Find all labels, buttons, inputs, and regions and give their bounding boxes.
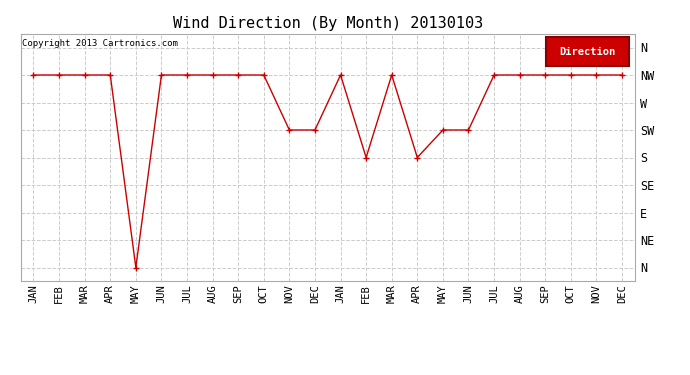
Title: Wind Direction (By Month) 20130103: Wind Direction (By Month) 20130103 <box>172 16 483 31</box>
Text: Copyright 2013 Cartronics.com: Copyright 2013 Cartronics.com <box>22 39 178 48</box>
FancyBboxPatch shape <box>546 38 629 66</box>
Text: Direction: Direction <box>559 47 615 57</box>
